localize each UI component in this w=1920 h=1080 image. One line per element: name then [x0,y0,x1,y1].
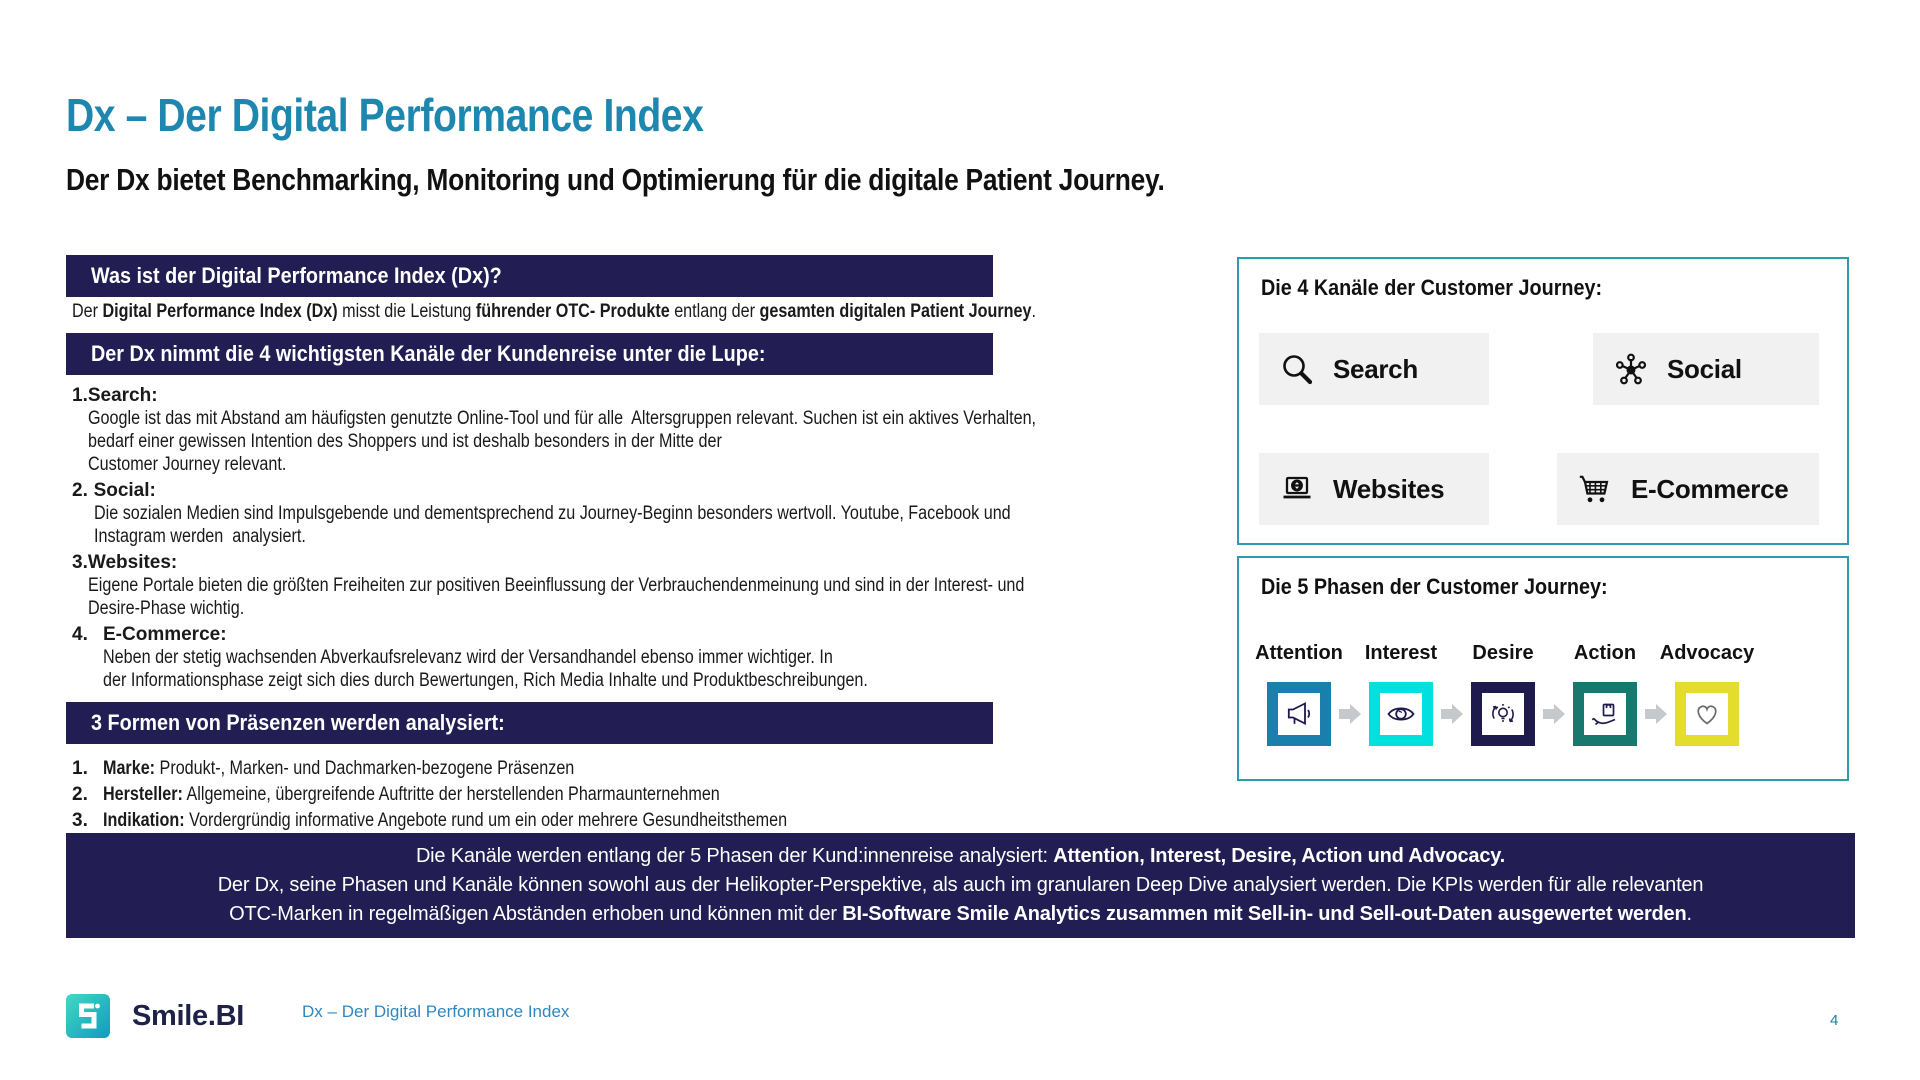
footer: Smile.BI Dx – Der Digital Performance In… [66,994,569,1038]
share-network-icon [1613,351,1649,387]
section-header-forms-label: 3 Formen von Präsenzen werden analysiert… [91,710,505,735]
section-header-forms: 3 Formen von Präsenzen werden analysiert… [66,702,993,744]
channel-tile-ecommerce: E-Commerce [1557,453,1819,525]
channel-tile-social: Social [1593,333,1819,405]
channel-tile-websites: Websites [1259,453,1489,525]
banner-line-3: OTC-Marken in regelmäßigen Abständen erh… [229,903,1692,925]
megaphone-icon [1267,682,1331,746]
phase-label: Desire [1472,642,1534,664]
channel-tile-label: Search [1333,353,1418,384]
list-number: 4. [72,624,88,645]
banner-line-2: Der Dx, seine Phasen und Kanäle können s… [217,874,1704,896]
list-item-description: Die sozialen Medien sind Impulsgebende u… [93,503,1011,547]
channel-tile-label: E-Commerce [1631,473,1789,504]
list-item-label: Search: [87,385,158,406]
channels-panel: Die 4 Kanäle der Customer Journey: Searc… [1237,257,1849,545]
channel-tile-label: Websites [1333,473,1445,504]
list-item-hersteller: 2. Hersteller: Allgemeine, übergreifende… [72,782,908,808]
phases-panel: Die 5 Phasen der Customer Journey: Atten… [1237,556,1849,781]
list-number: 1. [72,758,88,779]
phase-label: Attention [1255,642,1343,664]
list-item-indikation: 3. Indikation: Vordergründig informative… [72,808,908,834]
banner-line-1: Die Kanäle werden entlang der 5 Phasen d… [415,845,1506,867]
what-paragraph: Der Digital Performance Index (Dx) misst… [72,301,1036,322]
channel-tile-label: Social [1667,353,1742,384]
phase-label: Advocacy [1659,642,1755,664]
list-item-search: 1. Search: Google ist das mit Abstand am… [72,384,1172,476]
list-item-text: Marke: Produkt-, Marken- und Dachmarken-… [103,758,575,779]
channels-panel-title: Die 4 Kanäle der Customer Journey: [1261,275,1603,300]
list-item-label: Websites: [87,552,178,573]
arrow-right-icon [1637,701,1675,727]
arrow-right-icon [1433,701,1471,727]
list-item-social: 2. Social: Die sozialen Medien sind Impu… [72,479,1172,548]
list-item-websites: 3. Websites: Eigene Portale bieten die g… [72,551,1172,620]
list-number: 2. [72,784,88,805]
shopping-cart-icon [1577,471,1613,507]
phase-action: Action [1573,642,1637,746]
page-title: Dx – Der Digital Performance Index [66,89,704,141]
phases-panel-title: Die 5 Phasen der Customer Journey: [1261,574,1608,599]
hand-gift-icon [1573,682,1637,746]
brand-name: Smile.BI [132,999,245,1032]
page-number: 4 [1830,1012,1839,1029]
summary-banner: Die Kanäle werden entlang der 5 Phasen d… [66,833,1855,938]
heart-icon [1675,682,1739,746]
smile-bi-logo [66,994,110,1038]
list-item-label: E-Commerce: [103,624,227,645]
list-number: 2. [72,480,88,501]
list-item-text: Indikation: Vordergründig informative An… [103,810,788,831]
list-item-text: Hersteller: Allgemeine, übergreifende Au… [103,784,720,805]
list-number: 3. [72,552,88,573]
laptop-globe-icon [1279,471,1315,507]
section-header-what: Was ist der Digital Performance Index (D… [66,255,993,297]
search-icon [1279,351,1315,387]
list-item-description: Neben der stetig wachsenden Abverkaufsre… [103,647,868,691]
phase-desire: Desire [1471,642,1535,746]
page-subtitle: Der Dx bietet Benchmarking, Monitoring u… [66,162,1165,197]
footer-doc-title: Dx – Der Digital Performance Index [302,1002,570,1021]
list-item-description: Eigene Portale bieten die größten Freihe… [87,575,1025,619]
arrow-right-icon [1331,701,1369,727]
channel-tile-search: Search [1259,333,1489,405]
section-header-channels-label: Der Dx nimmt die 4 wichtigsten Kanäle de… [91,341,766,366]
forms-list: 1. Marke: Produkt-, Marken- und Dachmark… [72,756,908,834]
list-item-label: Social: [93,480,156,501]
phase-advocacy: Advocacy [1660,642,1754,746]
channels-list: 1. Search: Google ist das mit Abstand am… [72,384,1172,695]
list-number: 1. [72,385,88,406]
idea-icon [1471,682,1535,746]
list-item-description: Google ist das mit Abstand am häufigsten… [87,408,1036,475]
phase-label: Action [1573,642,1637,664]
section-header-what-label: Was ist der Digital Performance Index (D… [91,263,502,288]
phases-row: Attention Interest [1255,642,1754,746]
eye-icon [1369,682,1433,746]
phase-interest: Interest [1365,642,1437,746]
arrow-right-icon [1535,701,1573,727]
list-item-ecommerce: 4. E-Commerce: Neben der stetig wachsend… [72,623,1172,692]
phase-attention: Attention [1255,642,1343,746]
section-header-channels: Der Dx nimmt die 4 wichtigsten Kanäle de… [66,333,993,375]
phase-label: Interest [1364,642,1438,664]
list-number: 3. [72,810,88,831]
list-item-marke: 1. Marke: Produkt-, Marken- und Dachmark… [72,756,908,782]
